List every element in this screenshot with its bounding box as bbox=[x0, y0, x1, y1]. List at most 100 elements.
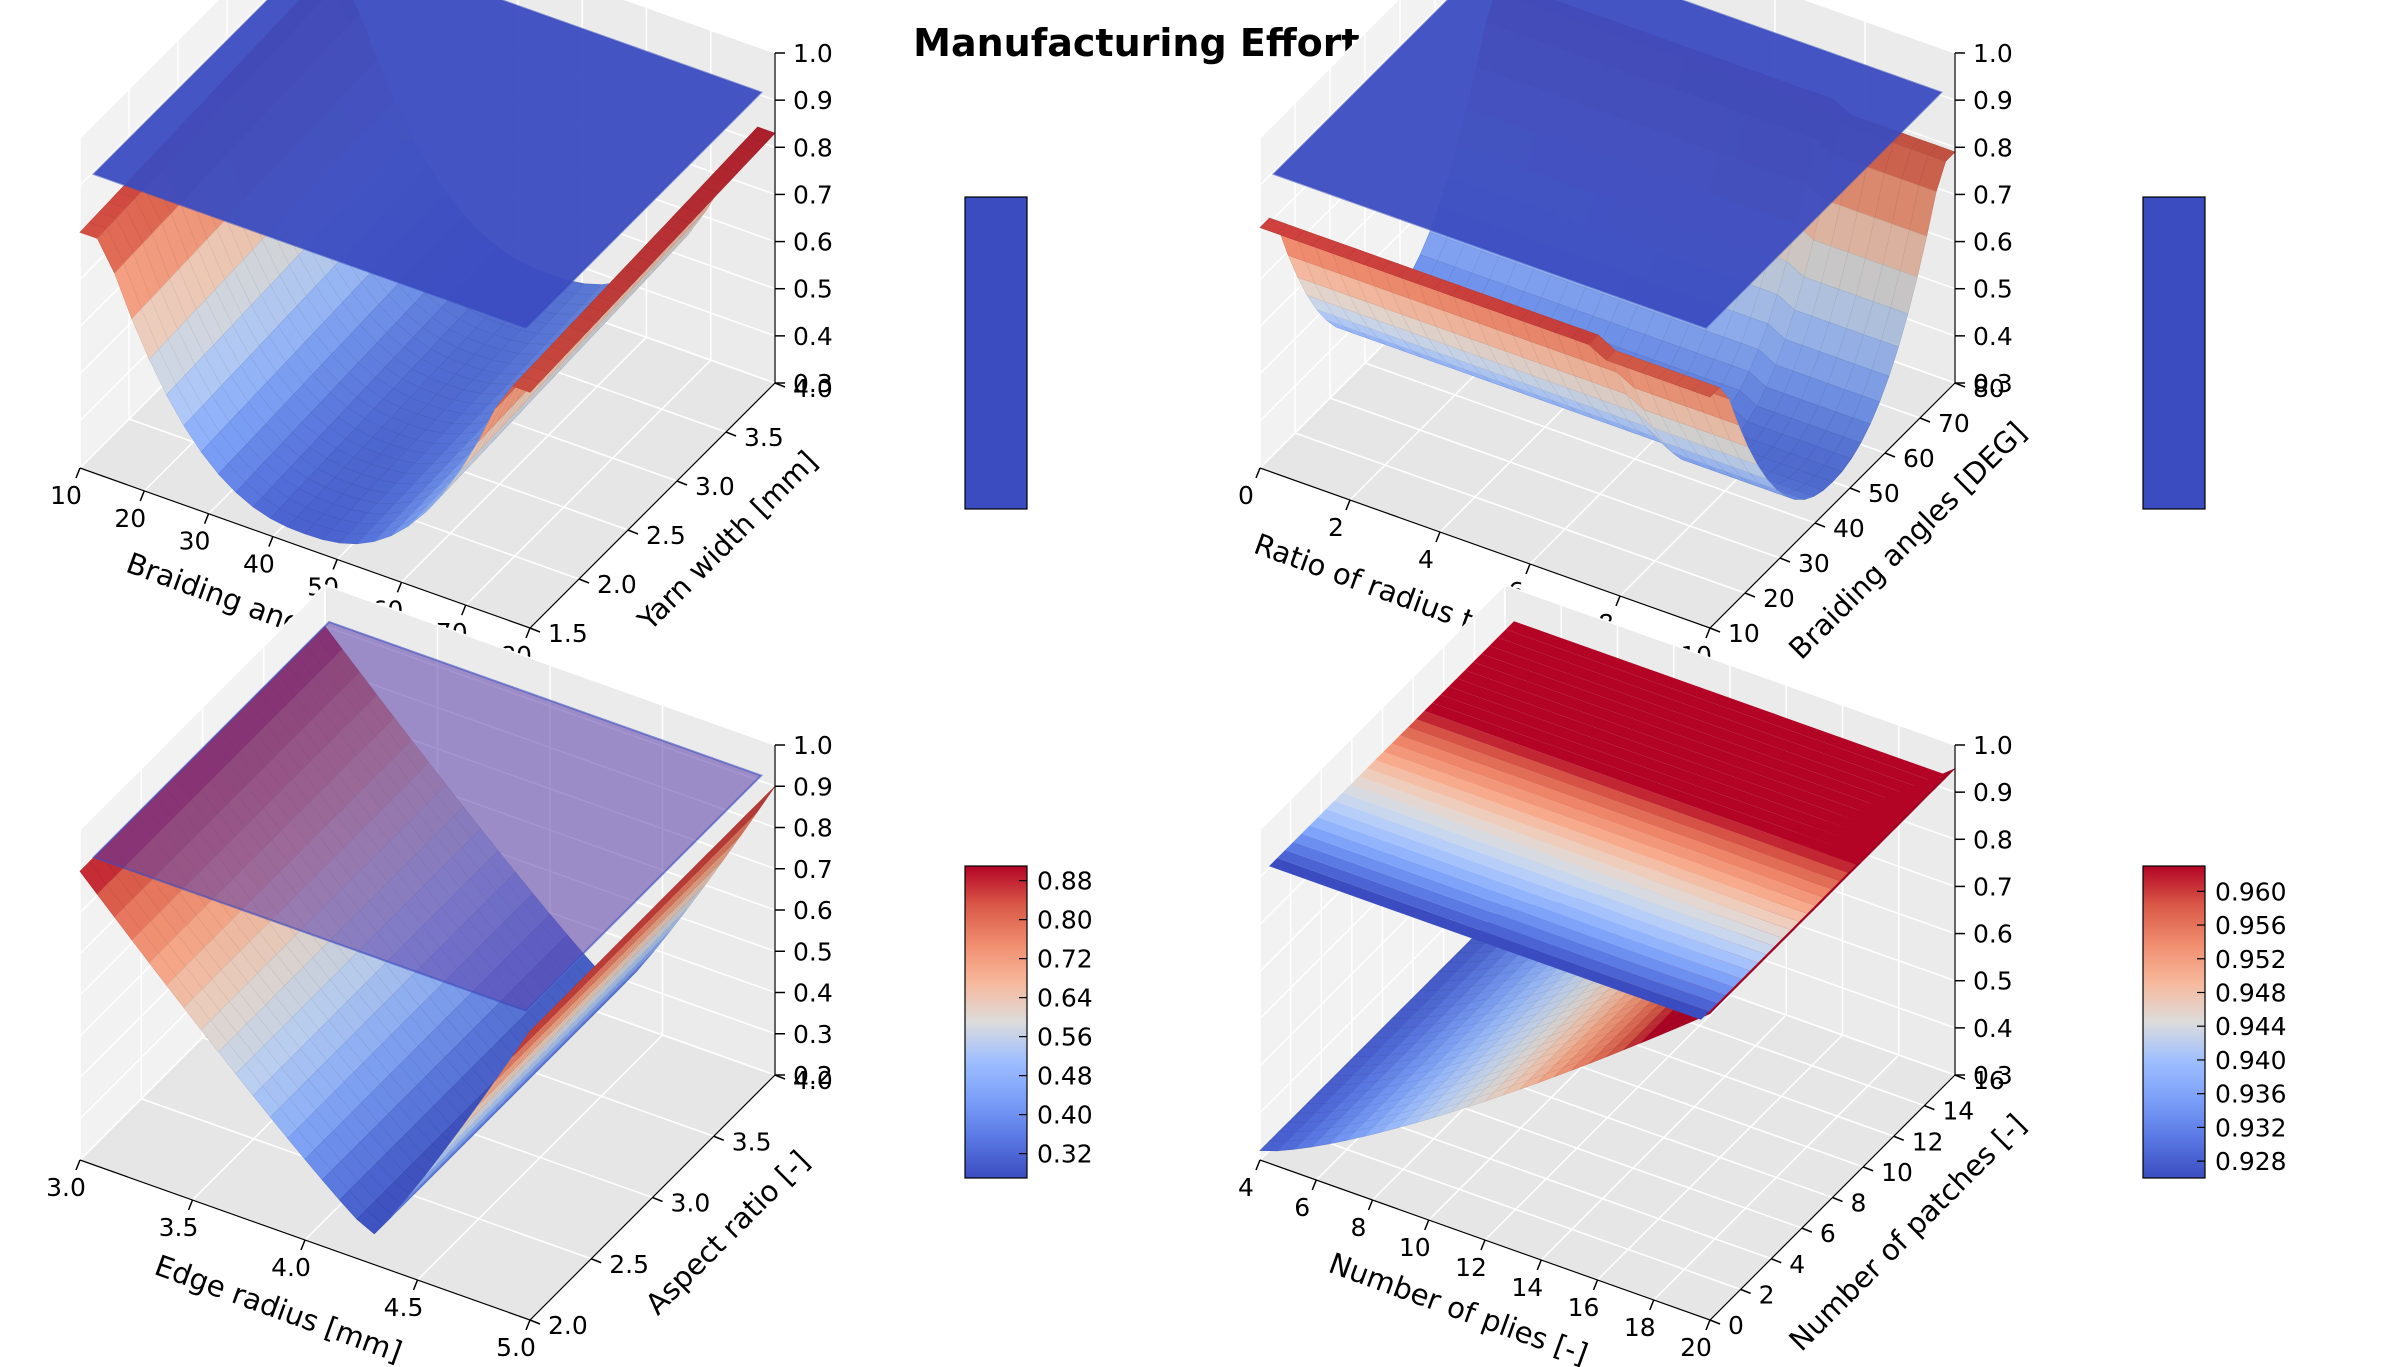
x-tick-mark bbox=[1311, 1179, 1317, 1191]
z-tick-label: 0.7 bbox=[793, 855, 833, 884]
x-tick-mark bbox=[525, 1319, 531, 1331]
y-tick-label: 60 bbox=[1903, 444, 1935, 473]
x-tick-mark bbox=[75, 1159, 81, 1171]
x-tick-mark bbox=[300, 1239, 306, 1251]
y-tick-mark bbox=[1893, 1135, 1905, 1141]
colorbar-tick-label: 0.956 bbox=[2215, 911, 2287, 940]
z-tick-label: 0.6 bbox=[793, 228, 833, 257]
plane-strip bbox=[1424, 702, 1865, 865]
y-tick-label: 4 bbox=[1789, 1250, 1805, 1279]
plane-strip bbox=[1440, 686, 1881, 849]
subplot-2: 024681010203040506070800.30.40.50.60.70.… bbox=[1238, 0, 2033, 706]
plane-strip bbox=[1318, 809, 1759, 971]
y-tick-mark bbox=[1801, 1227, 1813, 1233]
x-tick-mark bbox=[1255, 1159, 1261, 1171]
y-tick-label: 3.0 bbox=[671, 1189, 711, 1218]
x-tick-label: 5.0 bbox=[496, 1333, 536, 1362]
plane-strip bbox=[1375, 751, 1816, 914]
plane-strip bbox=[1432, 694, 1873, 857]
plane-strip bbox=[1465, 662, 1906, 824]
z-tick-label: 1.0 bbox=[793, 731, 833, 760]
colorbar-1 bbox=[964, 196, 1028, 510]
x-tick-mark bbox=[1525, 563, 1531, 575]
plane-strip bbox=[1407, 719, 1848, 881]
colorbar-tick-label: 0.32 bbox=[1037, 1140, 1093, 1169]
x-tick-label: 0 bbox=[1238, 481, 1254, 510]
plane-strip bbox=[1367, 760, 1808, 922]
z-tick-label: 0.5 bbox=[1973, 967, 2013, 996]
subplot-3: 3.03.54.04.55.02.02.53.03.54.00.20.30.40… bbox=[46, 583, 833, 1367]
surface-patch bbox=[512, 1021, 540, 1057]
surface-patch bbox=[1692, 381, 1720, 398]
y-tick-mark bbox=[713, 1135, 725, 1141]
grid-line bbox=[1290, 1128, 1741, 1291]
plane-surface bbox=[92, 0, 763, 329]
grid-line bbox=[1294, 432, 1746, 594]
x-tick-mark bbox=[203, 513, 210, 524]
y-tick-mark bbox=[676, 480, 688, 486]
x-tick-mark bbox=[461, 604, 467, 616]
z-tick-label: 0.4 bbox=[1973, 1014, 2013, 1043]
y-tick-label: 4.0 bbox=[793, 374, 833, 403]
colorbar-bar bbox=[964, 865, 1028, 1179]
y-tick-label: 16 bbox=[1973, 1066, 2005, 1095]
x-tick-mark bbox=[139, 490, 145, 502]
plane-strip bbox=[1497, 629, 1938, 792]
plane-strip bbox=[1326, 800, 1767, 963]
x-tick-label: 3.5 bbox=[159, 1213, 199, 1242]
y-tick-mark bbox=[1709, 627, 1721, 633]
x-tick-label: 6 bbox=[1294, 1193, 1310, 1222]
z-tick-label: 0.9 bbox=[1973, 778, 2013, 807]
z-tick-label: 1.0 bbox=[1973, 731, 2013, 760]
grid-line bbox=[79, 0, 220, 139]
plane-strip bbox=[1285, 841, 1726, 1004]
x-tick-mark bbox=[1592, 1279, 1599, 1291]
y-tick-mark bbox=[590, 1258, 602, 1264]
y-tick-label: 20 bbox=[1763, 584, 1795, 613]
y-tick-label: 2.0 bbox=[548, 1311, 588, 1340]
z-tick-label: 0.7 bbox=[1973, 872, 2013, 901]
y-tick-label: 1.5 bbox=[548, 619, 588, 648]
y-tick-mark bbox=[529, 1319, 541, 1325]
plane-strip bbox=[1277, 849, 1718, 1012]
y-tick-label: 2.5 bbox=[646, 521, 686, 550]
y-tick-label: 6 bbox=[1820, 1219, 1836, 1248]
x-tick-label: 14 bbox=[1511, 1273, 1543, 1302]
plane-strip bbox=[1301, 825, 1742, 988]
plane-strip bbox=[1448, 678, 1889, 841]
grid-line bbox=[400, 336, 647, 583]
colorbar-tick-label: 0.40 bbox=[1037, 1101, 1093, 1130]
y-tick-label: 3.5 bbox=[744, 423, 784, 452]
y-tick-label: 4.0 bbox=[793, 1066, 833, 1095]
floor-axes bbox=[79, 382, 776, 629]
plane-strip bbox=[1456, 670, 1897, 832]
floor-axes bbox=[1259, 382, 1956, 629]
z-tick-label: 1.0 bbox=[1973, 39, 2013, 68]
colorbar-tick-label: 0.936 bbox=[2215, 1080, 2287, 1109]
x-tick-mark bbox=[396, 582, 403, 593]
colorbar-bar bbox=[2142, 196, 2206, 510]
y-tick-mark bbox=[1709, 1319, 1721, 1325]
colorbar-3: 0.88 0.80 0.72 0.64 0.56 0.48 0.40 0.32 bbox=[964, 865, 1093, 1179]
y-tick-label: 2.5 bbox=[609, 1250, 649, 1279]
y-tick-mark bbox=[1919, 417, 1931, 423]
z-tick-label: 0.3 bbox=[1973, 369, 2013, 398]
z-tick-label: 0.8 bbox=[1973, 133, 2013, 162]
x-tick-mark bbox=[1705, 627, 1711, 639]
y-tick-label: 40 bbox=[1833, 514, 1865, 543]
colorbar-tick-label: 0.48 bbox=[1037, 1062, 1093, 1091]
plane-surface bbox=[1269, 621, 1946, 1020]
y-tick-mark bbox=[652, 1196, 663, 1203]
y-tick-label: 10 bbox=[1728, 619, 1760, 648]
x-tick-mark bbox=[1480, 1239, 1486, 1251]
grid-line bbox=[1259, 0, 1447, 186]
plane-strip bbox=[1481, 645, 1922, 808]
z-tick-label: 0.7 bbox=[1973, 180, 2013, 209]
z-tick-label: 0.5 bbox=[793, 275, 833, 304]
plane-strip bbox=[1293, 833, 1734, 996]
x-tick-mark bbox=[1649, 1299, 1655, 1311]
colorbar-bar bbox=[964, 196, 1028, 510]
x-tick-label: 4.5 bbox=[384, 1293, 424, 1322]
plane-strip bbox=[1350, 776, 1791, 939]
